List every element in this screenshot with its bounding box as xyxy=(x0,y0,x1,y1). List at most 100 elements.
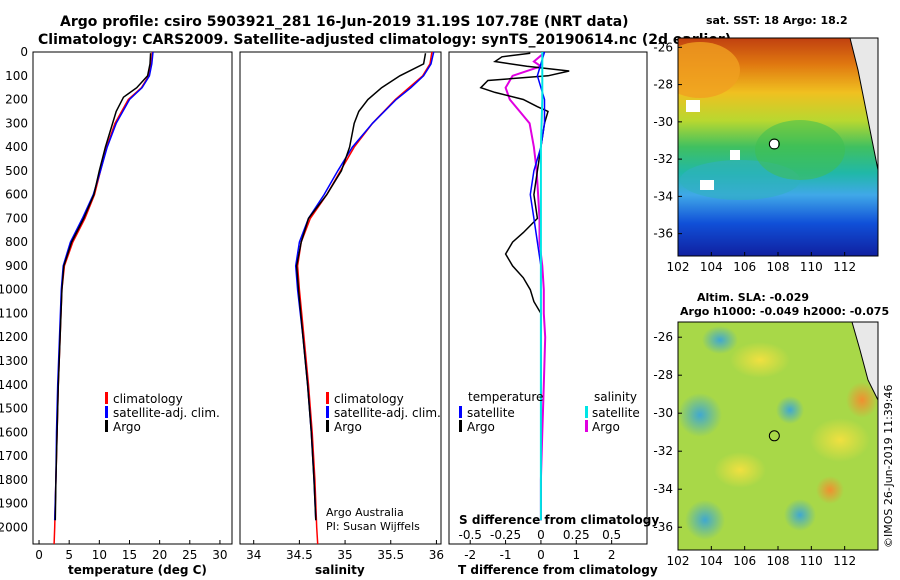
lon-tick-label: 110 xyxy=(800,554,823,568)
lat-tick-label: -28 xyxy=(653,78,673,92)
sst-cloud-gap xyxy=(700,180,714,190)
depth-tick-label: 1700 xyxy=(0,449,28,463)
lat-tick-label: -28 xyxy=(653,368,673,382)
legend-label-climatology: climatology xyxy=(113,392,183,406)
depth-tick-label: 1000 xyxy=(0,283,28,297)
depth-tick-label: 1500 xyxy=(0,402,28,416)
sst-green-patch xyxy=(755,120,845,180)
x2-tick-label: -0.5 xyxy=(459,528,482,542)
sla-low xyxy=(784,499,816,531)
salinity-plot-frame xyxy=(239,51,442,545)
lon-tick-label: 104 xyxy=(700,260,723,274)
lon-tick-label: 102 xyxy=(667,260,690,274)
lat-tick-label: -34 xyxy=(653,189,673,203)
lat-tick-label: -34 xyxy=(653,482,673,496)
lon-tick-label: 106 xyxy=(733,260,756,274)
lat-tick-label: -30 xyxy=(653,406,673,420)
legend-label-s-satellite: satellite xyxy=(592,406,640,420)
x-tick-label: 0 xyxy=(35,548,43,562)
sst-map-panel: sat. SST: 18 Argo: 18.2 102 104 106 108 110 1… xyxy=(653,14,879,274)
x-tick-label: 30 xyxy=(212,548,227,562)
lon-tick-label: 106 xyxy=(733,554,756,568)
difference-series xyxy=(479,51,570,521)
legend-label-t-satellite: satellite xyxy=(467,406,515,420)
difference-plot-frame xyxy=(448,51,648,545)
sla-map-subtitle: Argo h1000: -0.049 h2000: -0.075 xyxy=(680,305,889,318)
x2-tick-label: -0.25 xyxy=(490,528,521,542)
x2-tick-label: 0.5 xyxy=(602,528,621,542)
salinity-panel: 34 34.5 35 35.5 36 salinity climatology sate… xyxy=(239,51,444,577)
lat-tick-label: -36 xyxy=(653,520,673,534)
x-tick-label: 20 xyxy=(152,548,167,562)
header-line-1: Argo profile: csiro 5903921_281 16-Jun-2… xyxy=(60,14,629,30)
lon-tick-label: 102 xyxy=(667,554,690,568)
depth-tick-label: 1900 xyxy=(0,497,28,511)
difference-legend: temperature salinity satellite Argo sate… xyxy=(459,390,640,434)
temperature-legend: climatology satellite-adj. clim. Argo xyxy=(105,392,220,434)
temperature-x-label: temperature (deg C) xyxy=(68,563,207,577)
depth-tick-label: 400 xyxy=(5,140,28,154)
sst-coastline xyxy=(849,38,878,171)
lon-tick-label: 112 xyxy=(833,260,856,274)
legend-swatch-satellite xyxy=(326,406,329,418)
t-difference-x-label: T difference from climatology xyxy=(458,563,658,577)
lon-tick-label: 108 xyxy=(767,554,790,568)
legend-label-argo: Argo xyxy=(334,420,362,434)
imos-stamp: ©IMOS 26-Jun-2019 11:39:46 xyxy=(882,384,895,548)
x-tick-label: 35 xyxy=(337,548,352,562)
legend-label-t-argo: Argo xyxy=(467,420,495,434)
x-tick-label: -1 xyxy=(500,548,512,562)
lat-tick-label: -36 xyxy=(653,227,673,241)
lat-tick-label: -26 xyxy=(653,40,673,54)
credit-line-2: PI: Susan Wijffels xyxy=(326,520,420,533)
x2-tick-label: 0.25 xyxy=(563,528,590,542)
depth-tick-label: 1300 xyxy=(0,354,28,368)
lat-tick-label: -32 xyxy=(653,444,673,458)
legend-swatch-climatology xyxy=(105,392,108,404)
depth-tick-label: 1400 xyxy=(0,378,28,392)
x2-tick-label: 0 xyxy=(537,528,545,542)
temperature-series xyxy=(53,51,154,545)
sst-cloud-gap xyxy=(686,100,700,112)
sla-map-panel: Altim. SLA: -0.029 Argo h1000: -0.049 h2… xyxy=(653,291,889,568)
lon-tick-label: 108 xyxy=(767,260,790,274)
legend-swatch-satellite xyxy=(105,406,108,418)
lon-tick-label: 112 xyxy=(833,554,856,568)
lat-tick-label: -32 xyxy=(653,152,673,166)
x-tick-label: 10 xyxy=(92,548,107,562)
depth-tick-label: 600 xyxy=(5,188,28,202)
x-tick-label: 5 xyxy=(65,548,73,562)
t-difference-x-ticks: -2 -1 0 1 2 xyxy=(464,540,615,562)
salinity-legend: climatology satellite-adj. clim. Argo xyxy=(326,392,441,434)
sla-lat-ticks: -26 -28 -30 -32 -34 -36 xyxy=(653,330,682,534)
sst-map-title: sat. SST: 18 Argo: 18.2 xyxy=(706,14,848,27)
legend-swatch-climatology xyxy=(326,392,329,404)
x-tick-label: 2 xyxy=(608,548,616,562)
x-tick-label: 34 xyxy=(246,548,261,562)
depth-tick-label: 200 xyxy=(5,93,28,107)
lon-tick-label: 104 xyxy=(700,554,723,568)
sla-mid xyxy=(730,342,790,378)
header-line-2: Climatology: CARS2009. Satellite-adjuste… xyxy=(38,32,731,48)
temperature-plot-frame xyxy=(32,51,233,545)
depth-tick-label: 1800 xyxy=(0,473,28,487)
depth-tick-label: 2000 xyxy=(0,520,28,534)
depth-tick-label: 1600 xyxy=(0,425,28,439)
depth-tick-label: 800 xyxy=(5,235,28,249)
legend-swatch-argo xyxy=(105,420,108,432)
depth-tick-label: 1200 xyxy=(0,330,28,344)
depth-tick-label: 700 xyxy=(5,211,28,225)
salinity-x-label: salinity xyxy=(315,563,365,577)
x-tick-label: 0 xyxy=(537,548,545,562)
sst-lat-ticks: -26 -28 -30 -32 -34 -36 xyxy=(653,40,682,241)
legend-swatch-s-argo xyxy=(585,420,588,432)
sla-argo-marker xyxy=(768,430,780,442)
temperature-panel: 0 5 10 15 20 25 30 temperature (deg C) climato… xyxy=(32,51,233,577)
legend-swatch-t-satellite xyxy=(459,406,462,418)
sla-low xyxy=(685,500,725,540)
sst-cloud-gap xyxy=(730,150,740,160)
legend-swatch-t-argo xyxy=(459,420,462,432)
legend-title-temperature: temperature xyxy=(468,390,543,404)
depth-tick-label: 300 xyxy=(5,116,28,130)
sla-high xyxy=(816,476,844,504)
